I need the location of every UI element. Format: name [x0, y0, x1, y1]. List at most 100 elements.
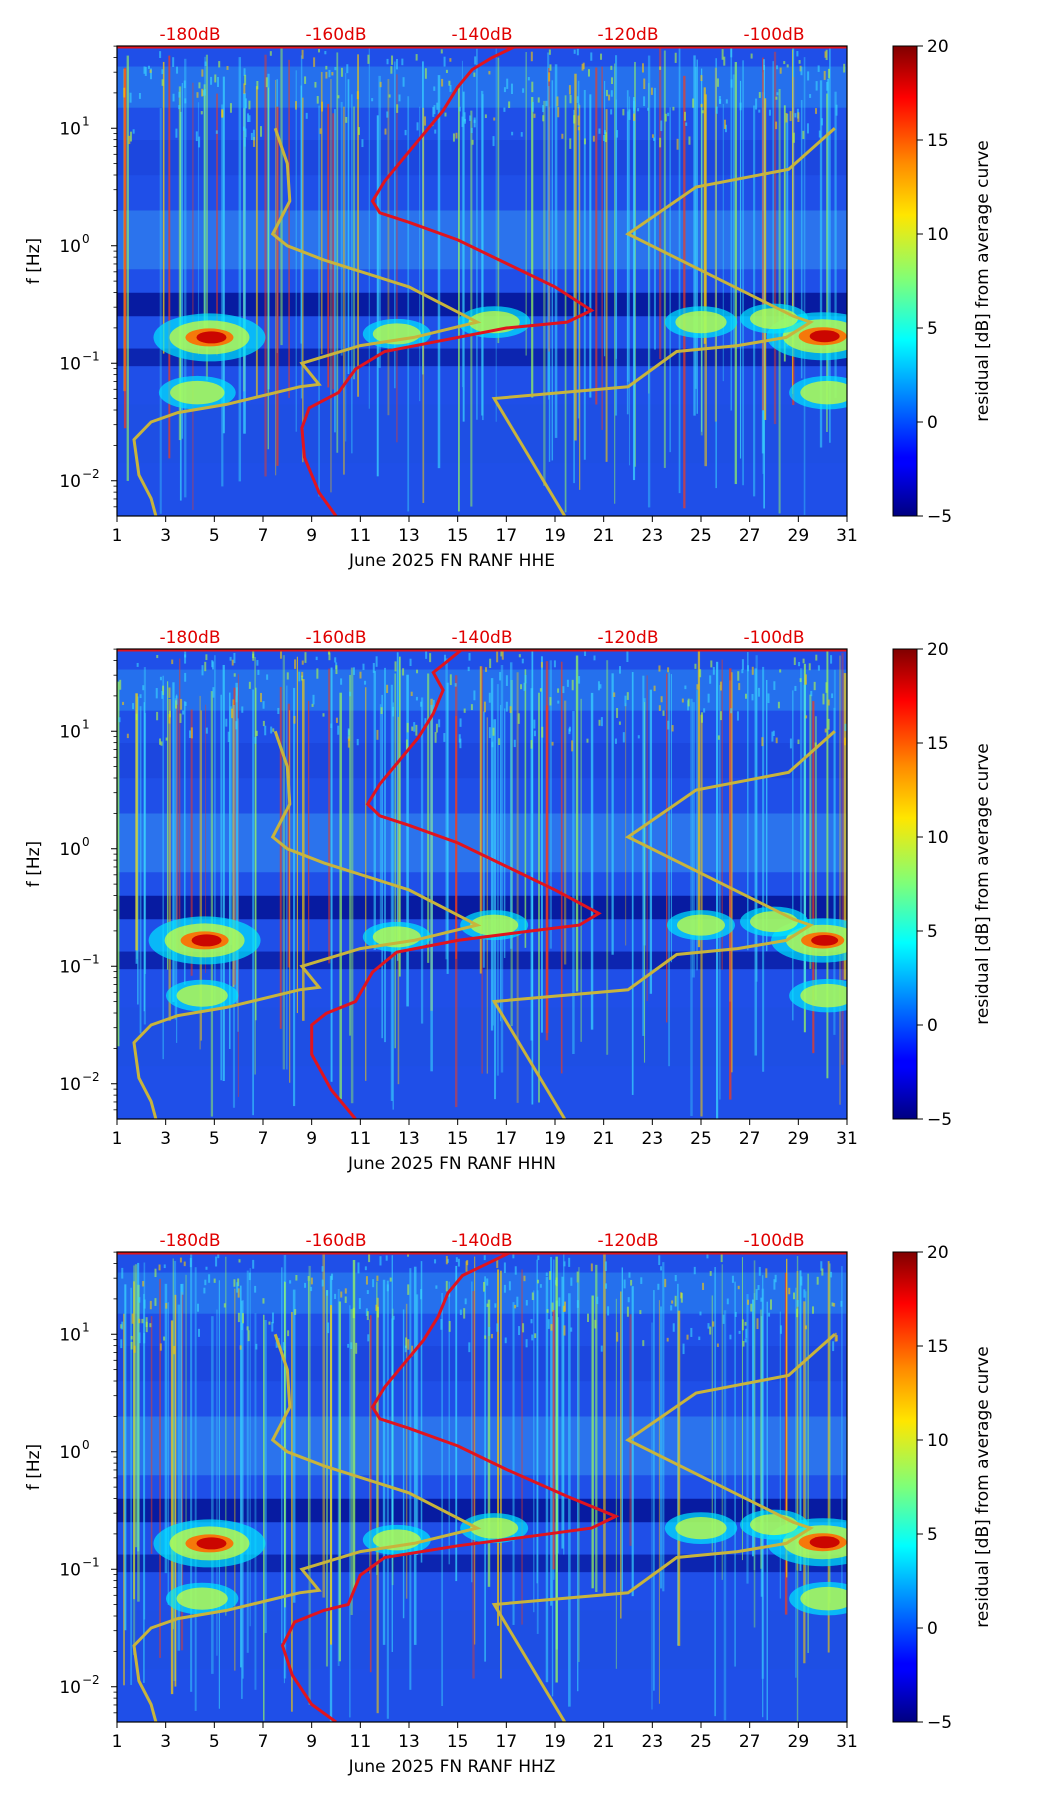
- spectral-speckle: [463, 112, 466, 122]
- spectral-speckle: [493, 117, 496, 121]
- spectral-speckle: [696, 684, 699, 690]
- spectral-speckle: [729, 1334, 732, 1340]
- average-psd-curve: [300, 46, 595, 516]
- spectral-speckle: [548, 49, 551, 55]
- spectral-speckle: [135, 713, 138, 721]
- spectral-streak: [168, 698, 171, 1021]
- spectral-speckle: [796, 1308, 799, 1318]
- spectral-speckle: [514, 1266, 517, 1275]
- spectral-speckle: [444, 112, 447, 117]
- spectral-streak: [500, 665, 504, 1073]
- spectral-speckle: [674, 1274, 677, 1282]
- spectral-speckle: [514, 1304, 517, 1309]
- spectral-streak: [237, 674, 239, 1098]
- spectral-speckle: [375, 1304, 378, 1311]
- spectral-streak: [803, 1301, 806, 1664]
- spectral-speckle: [798, 661, 801, 667]
- spectral-speckle: [319, 128, 322, 134]
- spectral-speckle: [205, 654, 208, 661]
- spectral-speckle: [468, 1342, 471, 1353]
- spectral-speckle: [768, 109, 771, 116]
- spectral-speckle: [742, 1340, 745, 1347]
- spectral-speckle: [392, 1315, 395, 1320]
- spectral-speckle: [235, 695, 238, 703]
- spectral-speckle: [409, 658, 412, 667]
- spectral-speckle: [758, 109, 761, 113]
- spectral-streak: [829, 1263, 831, 1603]
- spectral-speckle: [824, 51, 827, 58]
- spectral-speckle: [666, 1337, 669, 1342]
- spectral-speckle: [720, 1253, 723, 1263]
- spectral-speckle: [658, 1255, 661, 1266]
- spectral-speckle: [546, 1309, 549, 1313]
- spectral-streak: [741, 1257, 743, 1561]
- spectral-speckle: [204, 661, 207, 672]
- x-tick-label: 7: [258, 1129, 269, 1149]
- spectral-speckle: [159, 51, 162, 58]
- spectral-speckle: [128, 135, 131, 145]
- spectral-streak: [470, 110, 473, 507]
- spectral-speckle: [200, 111, 203, 115]
- x-tick-label: 19: [544, 1129, 566, 1149]
- spectral-speckle: [250, 132, 253, 141]
- spectral-speckle: [321, 1279, 324, 1287]
- spectral-speckle: [184, 654, 187, 664]
- spectral-streak: [398, 656, 401, 977]
- spectral-speckle: [613, 692, 616, 697]
- spectral-speckle: [562, 686, 565, 694]
- spectral-speckle: [805, 715, 808, 719]
- spectral-speckle: [344, 1296, 347, 1303]
- spectral-speckle: [350, 1342, 353, 1350]
- spectral-streak: [369, 1315, 372, 1673]
- colorbar-tick-label: 10: [927, 225, 949, 245]
- x-tick-label: 15: [447, 526, 469, 546]
- spectral-speckle: [643, 96, 646, 107]
- spectral-speckle: [800, 1276, 803, 1286]
- spectral-speckle: [271, 1312, 274, 1324]
- spectral-speckle: [533, 113, 536, 118]
- spectral-speckle: [287, 1330, 290, 1337]
- spectral-streak: [694, 66, 697, 389]
- spectral-speckle: [684, 685, 687, 690]
- spectral-speckle: [593, 655, 596, 661]
- db-tick-label: -100dB: [743, 1231, 804, 1251]
- spectral-speckle: [461, 116, 464, 127]
- spectral-speckle: [142, 1281, 145, 1287]
- spectral-speckle: [610, 65, 613, 70]
- spectral-speckle: [441, 78, 444, 87]
- colorbar-tick-label: 5: [927, 922, 938, 942]
- spectral-streak: [595, 67, 598, 405]
- spectral-speckle: [433, 105, 436, 115]
- spectral-speckle: [577, 126, 580, 131]
- colorbar-tick-label: 0: [927, 1016, 938, 1036]
- spectral-streak: [773, 51, 777, 425]
- spectral-streak: [445, 658, 448, 960]
- spectral-speckle: [183, 80, 186, 89]
- spectral-streak: [427, 673, 430, 963]
- spectral-speckle: [255, 730, 258, 736]
- spectral-speckle: [709, 1271, 712, 1276]
- spectral-speckle: [312, 694, 315, 705]
- spectral-streak: [137, 1284, 140, 1602]
- spectral-speckle: [217, 1252, 220, 1259]
- spectral-speckle: [557, 688, 560, 693]
- spectral-speckle: [395, 58, 398, 70]
- spectral-speckle: [304, 652, 307, 663]
- spectral-speckle: [741, 659, 744, 670]
- spectral-streak: [560, 661, 563, 1074]
- spectral-streak: [753, 1260, 756, 1628]
- spectral-speckle: [165, 737, 168, 741]
- spectral-speckle: [503, 87, 506, 93]
- spectral-speckle: [163, 1264, 166, 1269]
- spectral-speckle: [392, 706, 395, 717]
- spectral-speckle: [522, 1323, 525, 1333]
- spectral-speckle: [275, 1341, 278, 1348]
- spectral-speckle: [681, 698, 684, 703]
- spectral-streak: [696, 690, 698, 971]
- spectral-streak: [190, 1252, 193, 1692]
- spectral-speckle: [448, 80, 451, 86]
- spectral-streak: [625, 703, 627, 946]
- spectral-speckle: [254, 737, 257, 744]
- spectral-speckle: [825, 682, 828, 693]
